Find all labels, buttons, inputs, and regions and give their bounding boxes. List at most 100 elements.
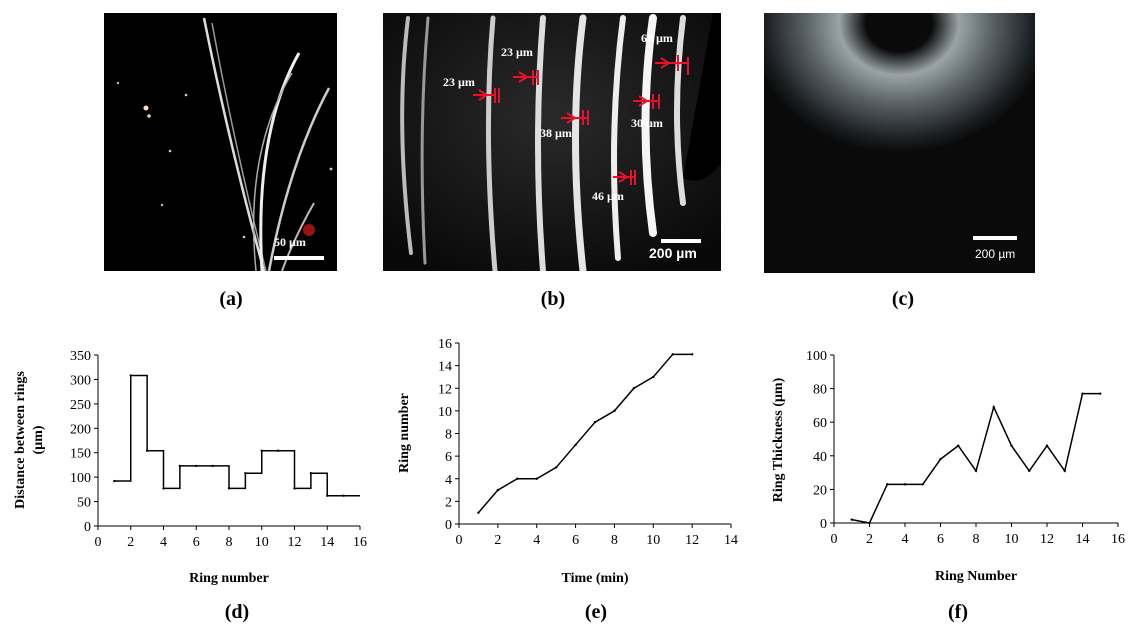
f-data-point xyxy=(992,405,995,409)
d-xtick-label: 12 xyxy=(288,535,302,550)
e-data-point xyxy=(652,375,655,379)
panel-label-a: (a) xyxy=(219,288,243,310)
e-xtick-label: 10 xyxy=(646,533,660,548)
annotation-38um: 38 µm xyxy=(540,126,572,140)
panel-label-c: (c) xyxy=(891,288,915,310)
d-ytick-label: 300 xyxy=(70,373,91,388)
micrograph-b: 23 µm 23 µm 38 µm 46 µm 69 µm 30 µm 200 … xyxy=(383,13,721,271)
f-data-point xyxy=(1010,444,1013,447)
e-data-point xyxy=(690,353,694,356)
d-ytick-label: 50 xyxy=(77,496,91,511)
e-ytick-label: 8 xyxy=(445,428,452,443)
d-data-point xyxy=(293,487,296,490)
d-data-point xyxy=(178,464,182,468)
e-xtick-label: 0 xyxy=(456,533,463,548)
chart-d-ylabel: Distance between rings xyxy=(13,371,28,509)
d-data-point xyxy=(227,487,231,490)
annotation-23um-left: 23 µm xyxy=(443,75,475,89)
d-ytick-label: 150 xyxy=(70,447,91,462)
annotation-46um: 46 µm xyxy=(592,189,624,203)
e-data-point xyxy=(554,466,558,469)
f-data-point xyxy=(886,483,889,486)
d-series-line xyxy=(114,374,360,497)
f-xtick-label: 0 xyxy=(831,532,838,547)
scale-bar-label-b: 200 µm xyxy=(649,245,697,261)
f-ytick-label: 20 xyxy=(813,483,827,498)
e-data-point xyxy=(535,477,538,480)
f-data-point xyxy=(1045,444,1049,447)
d-ytick-label: 100 xyxy=(70,471,91,486)
f-data-point xyxy=(850,518,853,521)
chart-e-xlabel: Time (min) xyxy=(561,571,628,586)
f-data-point xyxy=(868,521,871,525)
f-ytick-label: 0 xyxy=(820,517,827,532)
f-data-point xyxy=(903,483,907,486)
e-data-point xyxy=(671,353,674,356)
panel-label-d: (d) xyxy=(224,601,250,623)
f-xtick-label: 14 xyxy=(1076,532,1090,547)
chart-d-ylabel-unit: (µm) xyxy=(31,425,46,454)
f-data-point xyxy=(957,444,960,447)
e-xtick-label: 8 xyxy=(611,533,618,548)
e-ytick-label: 0 xyxy=(445,518,452,533)
e-data-point xyxy=(496,488,500,492)
e-data-point xyxy=(593,420,597,424)
panel-label-b: (b) xyxy=(540,288,566,310)
d-data-point xyxy=(326,494,329,497)
micrograph-b-rings xyxy=(383,13,721,271)
d-data-point xyxy=(113,479,116,483)
d-data-point xyxy=(342,494,345,497)
panel-label-f: (f) xyxy=(948,601,968,623)
d-xtick-label: 4 xyxy=(160,535,167,550)
e-data-point xyxy=(477,511,480,514)
f-xtick-label: 2 xyxy=(866,532,873,547)
f-xtick-label: 6 xyxy=(937,532,944,547)
f-data-point xyxy=(1081,392,1084,395)
e-ytick-label: 6 xyxy=(445,450,452,465)
scale-bar-label-c: 200 µm xyxy=(975,247,1016,261)
panel-label-e: (e) xyxy=(584,601,608,623)
f-series-line xyxy=(851,392,1101,524)
e-data-point xyxy=(613,409,616,413)
d-data-point xyxy=(260,449,263,452)
f-data-point xyxy=(1063,469,1066,473)
f-data-point xyxy=(939,457,942,461)
d-xtick-label: 16 xyxy=(353,535,367,550)
annotation-69um: 69 µm xyxy=(641,31,673,45)
e-ytick-label: 10 xyxy=(438,405,452,420)
d-xtick-label: 10 xyxy=(255,535,269,550)
f-xtick-label: 16 xyxy=(1111,532,1125,547)
chart-f: Ring Thickness (µm) Ring Number 02040608… xyxy=(771,349,1125,584)
e-ytick-label: 16 xyxy=(438,337,452,352)
chart-e: Ring number Time (min) 0 2 4 6 8 10 12 14 16 0 2 4 6… xyxy=(397,337,738,586)
e-xtick-label: 4 xyxy=(533,533,540,548)
f-ytick-label: 60 xyxy=(813,416,827,431)
d-xtick-label: 0 xyxy=(95,535,102,550)
annotation-30um: 30 µm xyxy=(631,116,663,130)
d-xtick-label: 8 xyxy=(226,535,233,550)
d-data-point xyxy=(145,449,149,452)
f-xtick-label: 10 xyxy=(1005,532,1019,547)
f-ytick-label: 80 xyxy=(813,383,827,398)
d-ytick-label: 200 xyxy=(70,422,91,437)
scale-bar-label-a: 50 µm xyxy=(274,235,306,249)
d-xtick-label: 6 xyxy=(193,535,200,550)
f-data-point xyxy=(1028,469,1031,473)
e-ytick-label: 14 xyxy=(438,360,452,375)
d-ytick-label: 0 xyxy=(84,520,91,535)
d-data-point xyxy=(129,374,132,377)
e-xtick-label: 14 xyxy=(724,533,738,548)
e-data-point xyxy=(632,387,636,390)
f-xtick-label: 4 xyxy=(902,532,909,547)
micrograph-a: 50 µm xyxy=(104,13,337,271)
chart-f-xlabel: Ring Number xyxy=(935,569,1017,584)
d-data-point xyxy=(195,464,198,468)
d-data-point xyxy=(276,449,280,452)
f-xtick-label: 8 xyxy=(973,532,980,547)
d-data-point xyxy=(244,472,247,475)
d-data-point xyxy=(211,464,214,468)
f-data-point xyxy=(974,469,978,473)
f-xtick-label: 12 xyxy=(1040,532,1054,547)
f-data-point xyxy=(1099,392,1102,395)
e-xtick-label: 12 xyxy=(685,533,699,548)
